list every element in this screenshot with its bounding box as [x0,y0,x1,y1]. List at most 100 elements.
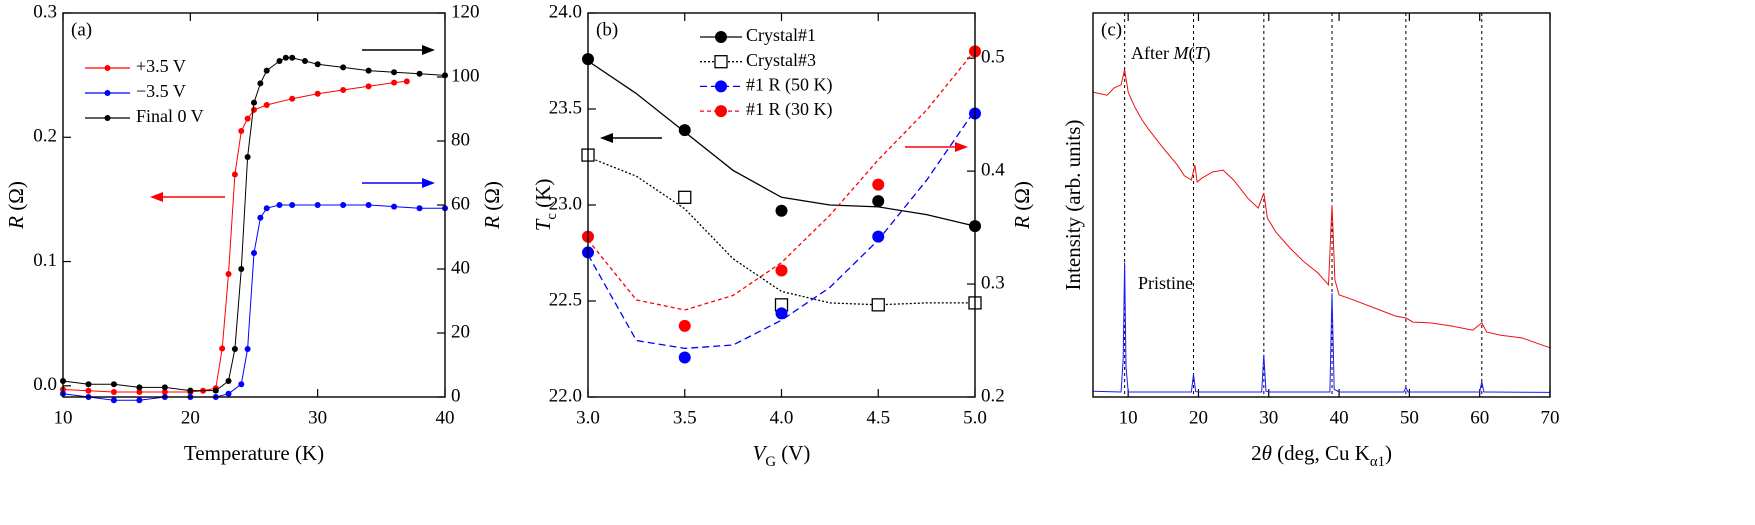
x-axis-label: VG (V) [753,441,811,471]
marker [136,389,143,396]
plot-frame [1092,12,1551,398]
text-piece: ( [1188,43,1194,64]
marker [161,384,168,391]
x-tick-label: 40 [436,407,455,428]
data-line [1092,262,1551,393]
marker [263,101,270,108]
marker [872,230,885,243]
marker [314,61,321,68]
marker [678,351,691,364]
marker [104,90,111,96]
marker [775,204,788,217]
legend-label: Final 0 V [136,106,204,126]
y-tick-label: 22.0 [549,385,582,406]
marker [212,387,219,394]
marker [263,205,270,212]
y-axis-label: Tc (K) [531,179,561,232]
y-tick-label: 24.0 [549,1,582,22]
marker [872,195,885,208]
marker [775,307,788,320]
y2-tick-label: 0.4 [981,159,1005,180]
marker [403,78,410,85]
text-piece: R [480,216,504,230]
marker [238,266,245,272]
marker [231,346,238,352]
marker [251,250,257,256]
y-tick-label: 0.1 [33,250,57,271]
fit-line [587,109,976,350]
panel-label: (c) [1101,19,1122,40]
text-piece: (Ω) [4,181,28,216]
marker [110,389,117,396]
legend-label: Crystal#1 [746,25,816,45]
marker [314,90,321,97]
text-piece: ) [1385,441,1392,465]
x-tick-label: 60 [1470,407,1489,428]
x-axis-label: 2θ (deg, Cu Kα1) [1251,441,1392,471]
text-piece: V [753,441,768,465]
marker [715,80,727,93]
legend-label: #1 R (30 K) [746,99,833,120]
text-piece: R [1010,216,1034,230]
marker [276,202,283,208]
y-tick-label: 0.2 [33,126,57,147]
marker [678,190,692,204]
y2-tick-label: 20 [451,321,470,342]
marker [391,79,398,86]
marker [187,387,194,394]
y2-tick-label: 0 [451,385,461,406]
marker [257,80,264,87]
marker [104,115,111,121]
marker [282,54,289,61]
marker [244,154,251,160]
marker [871,298,885,312]
marker [775,264,788,277]
y2-axis-label: R (Ω) [1010,181,1034,230]
marker [872,178,885,191]
y-tick-label: 22.5 [549,289,582,310]
marker [301,58,308,64]
annotation: After M(T) [1131,43,1211,64]
x-tick-label: 20 [181,407,200,428]
marker [340,87,347,94]
marker [110,381,117,388]
y2-tick-label: 100 [451,65,480,86]
x-axis-label: Temperature (K) [184,441,324,465]
marker [219,345,226,352]
text-piece: M [1172,43,1189,63]
marker [161,389,168,396]
marker [104,65,111,71]
marker [289,202,296,208]
marker [225,270,232,277]
marker [276,58,283,64]
data-line [62,57,446,392]
fit-line [587,156,975,306]
x-tick-label: 40 [1330,407,1349,428]
x-tick-label: 4.0 [770,407,794,428]
marker [238,381,245,388]
y2-tick-label: 40 [451,257,470,278]
text-piece: θ [1262,441,1272,465]
x-tick-label: 3.0 [576,407,600,428]
marker [391,69,398,76]
text-piece: α1 [1370,454,1385,470]
legend-label: +3.5 V [136,56,186,76]
x-tick-label: 4.5 [866,407,890,428]
legend-label: Crystal#3 [746,50,816,70]
x-tick-label: 5.0 [963,407,987,428]
arrow-head [422,45,435,55]
data-line [62,204,445,401]
marker [225,378,232,384]
text-piece: Temperature (K) [184,441,324,465]
arrow-head [422,178,435,188]
marker [110,397,117,404]
text-piece: T [531,218,555,231]
text-piece: T [1194,43,1206,63]
marker [314,202,321,208]
x-tick-label: 10 [1119,407,1138,428]
plot-frame [587,12,976,398]
marker [714,55,728,69]
y2-tick-label: 60 [451,193,470,214]
y2-tick-label: 80 [451,129,470,150]
marker [715,31,727,43]
